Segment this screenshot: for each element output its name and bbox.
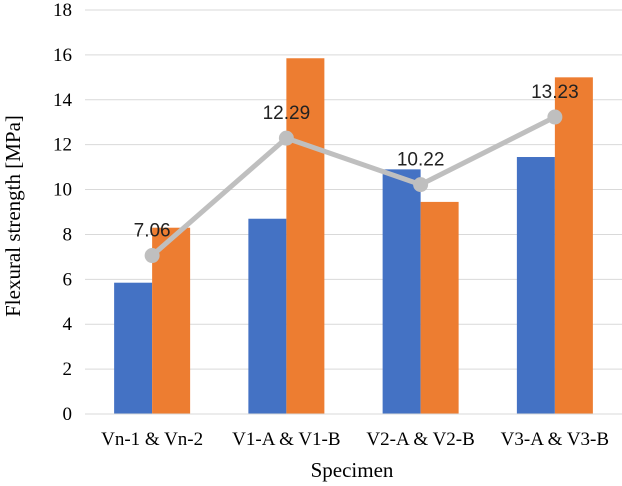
x-axis-title: Specimen	[311, 458, 394, 482]
data-label: 10.22	[397, 150, 445, 171]
y-tick-label: 0	[63, 404, 73, 425]
y-tick-label: 2	[63, 359, 73, 380]
x-tick-label: V3-A & V3-B	[501, 429, 609, 450]
y-tick-label: 4	[63, 314, 73, 335]
y-tick-label: 12	[53, 135, 72, 156]
x-tick-label: Vn-1 & Vn-2	[101, 429, 203, 450]
y-tick-label: 14	[53, 90, 73, 111]
x-tick-label: V1-A & V1-B	[232, 429, 340, 450]
data-labels: 7.06 12.29 10.22 13.23	[134, 82, 579, 241]
bars	[114, 58, 593, 414]
average-point	[144, 248, 160, 264]
average-point	[413, 177, 429, 193]
y-tick-label: 18	[53, 0, 72, 21]
x-tick-labels: Vn-1 & Vn-2 V1-A & V1-B V2-A & V2-B V3-A & …	[101, 429, 609, 450]
bar-a	[382, 169, 421, 414]
data-label: 12.29	[263, 103, 311, 124]
average-line	[150, 114, 556, 258]
average-point	[547, 109, 563, 125]
bar-b	[286, 58, 325, 414]
average-line-series	[144, 109, 563, 264]
y-tick-label: 6	[63, 269, 73, 290]
y-tick-label: 10	[53, 180, 72, 201]
y-axis-title: Flexural strength [MPa]	[1, 115, 25, 317]
y-tick-labels: 0 2 4 6 8 10 12 14 16 18	[53, 0, 73, 425]
bar-a	[516, 157, 555, 414]
bar-a	[248, 218, 287, 414]
x-tick-label: V2-A & V2-B	[366, 429, 474, 450]
data-label: 7.06	[134, 221, 171, 242]
average-point	[278, 130, 294, 146]
bar-b	[554, 77, 593, 414]
data-label: 13.23	[531, 82, 579, 103]
y-tick-label: 16	[53, 45, 72, 66]
bar-a	[114, 282, 153, 414]
bar-b	[420, 201, 459, 414]
y-tick-label: 8	[63, 224, 73, 245]
